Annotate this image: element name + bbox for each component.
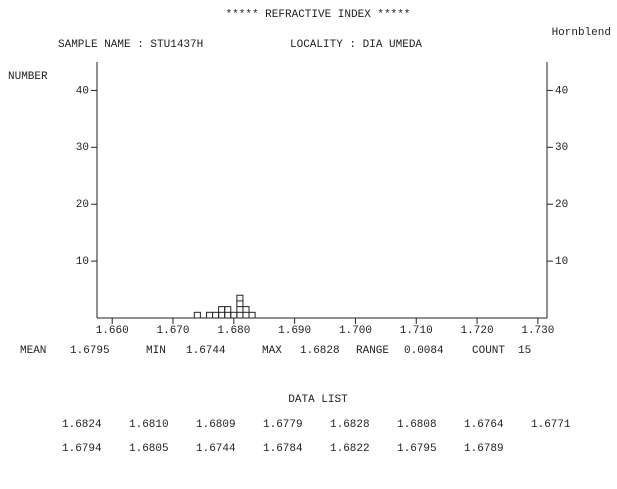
bar <box>193 311 201 319</box>
data-list-item: 1.6771 <box>531 419 571 431</box>
stat-label: RANGE <box>356 345 389 357</box>
data-list-item: 1.6809 <box>196 419 236 431</box>
data-list-item: 1.6828 <box>330 419 370 431</box>
stat-label: COUNT <box>472 345 505 357</box>
x-tick-label: 1.720 <box>461 325 494 337</box>
data-list-item: 1.6784 <box>263 443 303 455</box>
x-tick-label: 1.690 <box>278 325 311 337</box>
stat-label: MAX <box>262 345 282 357</box>
stat-label: MIN <box>146 345 166 357</box>
x-tick-label: 1.660 <box>96 325 129 337</box>
x-tick-label: 1.680 <box>217 325 250 337</box>
y-tick-label: 10 <box>76 256 89 268</box>
data-list-item: 1.6744 <box>196 443 236 455</box>
data-list-item: 1.6805 <box>129 443 169 455</box>
data-list-item: 1.6795 <box>397 443 437 455</box>
data-list-item: 1.6808 <box>397 419 437 431</box>
y2-tick-label: 20 <box>555 199 568 211</box>
data-list-item: 1.6822 <box>330 443 370 455</box>
mineral: Hornblend <box>552 27 611 39</box>
data-list-item: 1.6794 <box>62 443 102 455</box>
data-list-item: 1.6810 <box>129 419 169 431</box>
stat-value: 15 <box>518 345 531 357</box>
y-tick-label: 30 <box>76 142 89 154</box>
data-list-item: 1.6764 <box>464 419 504 431</box>
data-list-item: 1.6779 <box>263 419 303 431</box>
y2-tick-label: 10 <box>555 256 568 268</box>
x-tick-label: 1.710 <box>400 325 433 337</box>
data-list-item: 1.6824 <box>62 419 102 431</box>
data-list-item: 1.6789 <box>464 443 504 455</box>
stat-value: 0.0084 <box>404 345 444 357</box>
chart-title: ***** REFRACTIVE INDEX ***** <box>226 9 411 21</box>
sample-name: SAMPLE NAME : STU1437H <box>58 39 203 51</box>
locality: LOCALITY : DIA UMEDA <box>290 39 422 51</box>
x-tick-label: 1.700 <box>339 325 372 337</box>
bar <box>248 311 256 319</box>
y-tick-label: 40 <box>76 85 89 97</box>
stat-value: 1.6744 <box>186 345 226 357</box>
y-tick-label: 20 <box>76 199 89 211</box>
y2-tick-label: 40 <box>555 85 568 97</box>
bar <box>212 311 220 319</box>
bar <box>230 311 238 319</box>
bar <box>205 311 214 319</box>
list-title: DATA LIST <box>288 394 348 406</box>
stat-value: 1.6795 <box>70 345 110 357</box>
y-axis-label: NUMBER <box>8 71 48 83</box>
stat-label: MEAN <box>20 345 46 357</box>
y2-tick-label: 30 <box>555 142 568 154</box>
stat-value: 1.6828 <box>300 345 340 357</box>
x-tick-label: 1.670 <box>157 325 190 337</box>
x-tick-label: 1.730 <box>521 325 554 337</box>
